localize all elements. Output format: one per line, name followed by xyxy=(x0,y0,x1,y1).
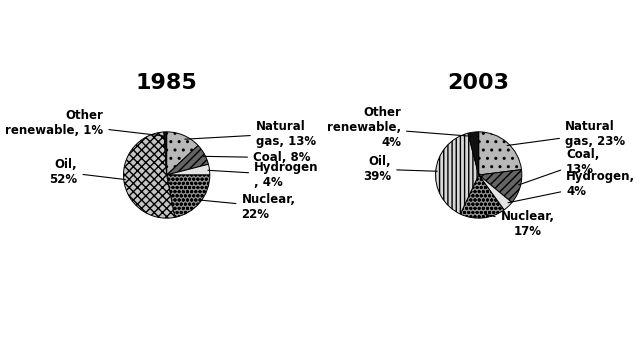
Title: 1985: 1985 xyxy=(136,73,198,93)
Title: 2003: 2003 xyxy=(448,73,509,93)
Text: Other
renewable, 1%: Other renewable, 1% xyxy=(5,109,163,137)
Wedge shape xyxy=(124,132,175,218)
Wedge shape xyxy=(166,164,210,175)
Wedge shape xyxy=(468,132,479,175)
Wedge shape xyxy=(479,132,522,175)
Wedge shape xyxy=(436,133,479,214)
Text: Natural
gas, 23%: Natural gas, 23% xyxy=(507,120,625,148)
Wedge shape xyxy=(166,132,198,175)
Wedge shape xyxy=(479,175,512,210)
Text: Other
renewable,
4%: Other renewable, 4% xyxy=(327,106,471,149)
Text: Nuclear,
22%: Nuclear, 22% xyxy=(199,193,296,220)
Wedge shape xyxy=(164,132,166,175)
Text: Oil,
52%: Oil, 52% xyxy=(49,158,125,186)
Text: Natural
gas, 13%: Natural gas, 13% xyxy=(185,120,316,148)
Text: Hydrogen
, 4%: Hydrogen , 4% xyxy=(208,161,319,189)
Text: Coal, 8%: Coal, 8% xyxy=(204,151,310,164)
Text: Hydrogen,
4%: Hydrogen, 4% xyxy=(508,170,636,203)
Wedge shape xyxy=(479,170,522,203)
Wedge shape xyxy=(166,175,210,217)
Text: Coal,
13%: Coal, 13% xyxy=(518,148,600,185)
Text: Nuclear,
17%: Nuclear, 17% xyxy=(485,210,555,238)
Wedge shape xyxy=(166,146,209,175)
Wedge shape xyxy=(460,175,504,218)
Text: Oil,
39%: Oil, 39% xyxy=(363,155,437,183)
